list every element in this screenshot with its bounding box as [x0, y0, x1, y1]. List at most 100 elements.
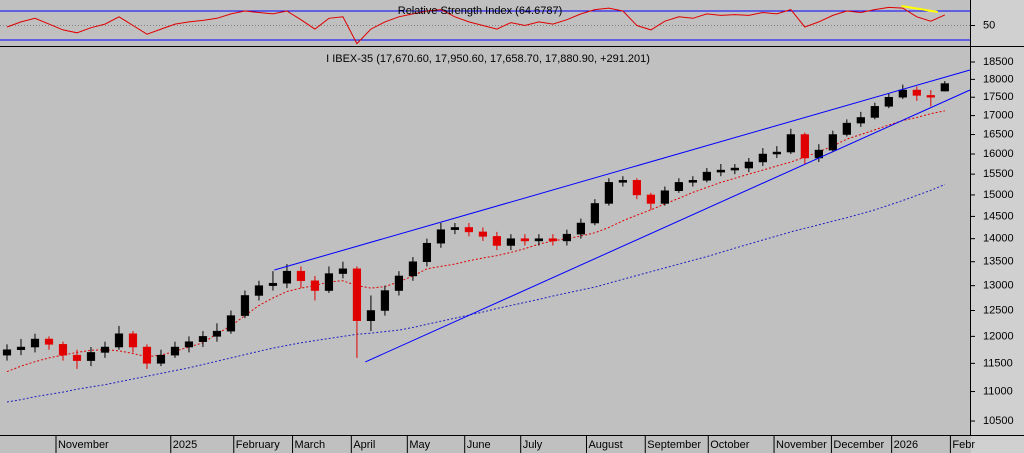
- candle-body: [142, 346, 152, 364]
- candle-body: [856, 117, 865, 124]
- candle-body: [716, 169, 725, 173]
- candle-body: [478, 231, 487, 237]
- x-tick-label: April: [353, 439, 375, 451]
- candle-body: [464, 227, 474, 233]
- x-tick-label: March: [295, 439, 326, 451]
- x-tick-label: August: [588, 439, 622, 451]
- rsi-line: [6, 6, 946, 45]
- x-tick-label: February: [236, 439, 281, 451]
- candle-body: [30, 338, 40, 348]
- candle-body: [394, 275, 404, 291]
- candle-body: [156, 354, 166, 364]
- candle-body: [44, 338, 54, 345]
- candle-body: [520, 238, 529, 242]
- candle-body: [492, 236, 501, 246]
- trend-line: [901, 5, 938, 13]
- y-tick-label: 12000: [983, 330, 1014, 342]
- y-tick-label: 16000: [983, 148, 1014, 160]
- y-tick-label: 14000: [983, 233, 1014, 245]
- candle-body: [660, 190, 669, 204]
- y-tick-label: 13500: [983, 256, 1014, 268]
- candle-body: [576, 222, 585, 235]
- candle-body: [226, 315, 236, 332]
- candle-body: [324, 273, 334, 291]
- candle-body: [450, 227, 460, 230]
- candle-body: [58, 344, 68, 356]
- x-tick-label: May: [409, 439, 430, 451]
- candle-body: [772, 151, 781, 155]
- candle-body: [758, 153, 767, 163]
- candle-body: [282, 270, 292, 284]
- candle-body: [212, 330, 222, 337]
- x-tick-label: October: [710, 439, 749, 451]
- candle-body: [86, 352, 96, 361]
- candle-body: [268, 282, 278, 286]
- candle-body: [940, 83, 949, 92]
- x-tick-label: November: [58, 439, 109, 451]
- x-tick-label: 2025: [173, 439, 197, 451]
- x-tick-label: December: [833, 439, 884, 451]
- candle-body: [534, 238, 543, 242]
- candle-body: [2, 349, 12, 356]
- x-tick-label: June: [467, 439, 491, 451]
- candle-body: [786, 134, 795, 153]
- candle-body: [730, 167, 739, 171]
- y-tick-label: 50: [983, 19, 995, 31]
- candle-body: [114, 333, 124, 348]
- y-tick-label: 15000: [983, 189, 1014, 201]
- trend-line: [274, 69, 971, 271]
- candle-body: [926, 95, 935, 98]
- x-tick-label: July: [523, 439, 543, 451]
- rsi-title: Relative Strength Index (64.6787): [398, 5, 563, 17]
- candle-body: [408, 261, 418, 277]
- candle-body: [338, 268, 348, 274]
- candle-body: [170, 346, 180, 356]
- candle-body: [436, 229, 446, 244]
- candle-body: [16, 346, 26, 350]
- y-tick-label: 11000: [983, 385, 1013, 397]
- candle-body: [842, 122, 851, 135]
- y-tick-label: 17000: [983, 110, 1014, 122]
- candle-body: [898, 89, 907, 98]
- candle-body: [352, 268, 362, 321]
- candle-body: [870, 106, 879, 118]
- y-tick-label: 16500: [983, 128, 1014, 140]
- candle-body: [688, 180, 697, 183]
- y-tick-label: 18000: [983, 73, 1014, 85]
- moving-average: [6, 184, 945, 403]
- candle-body: [184, 341, 194, 348]
- candle-body: [254, 285, 264, 296]
- candle-body: [72, 354, 82, 361]
- x-tick-label: November: [776, 439, 827, 451]
- trend-line: [365, 89, 971, 363]
- x-tick-label: Febr: [952, 439, 975, 451]
- y-tick-label: 10500: [983, 415, 1014, 427]
- candle-body: [562, 233, 571, 242]
- candle-body: [310, 280, 320, 291]
- candle-body: [828, 134, 837, 151]
- y-tick-label: 11500: [983, 357, 1013, 369]
- candle-body: [744, 161, 753, 169]
- candle-body: [702, 171, 711, 181]
- candle-body: [506, 238, 515, 246]
- y-tick-label: 14500: [983, 210, 1014, 222]
- candle-body: [240, 295, 250, 316]
- y-tick-label: 15500: [983, 168, 1014, 180]
- candle-body: [884, 96, 893, 107]
- candle-body: [604, 182, 613, 204]
- y-tick-label: 18500: [983, 56, 1014, 68]
- candle-body: [646, 194, 655, 204]
- candle-body: [590, 203, 599, 224]
- candle-body: [100, 346, 110, 353]
- candle-body: [366, 310, 376, 321]
- candle-body: [380, 290, 390, 311]
- y-tick-label: 13000: [983, 280, 1014, 292]
- candle-body: [912, 89, 921, 96]
- candle-body: [198, 336, 208, 342]
- y-tick-label: 17500: [983, 91, 1014, 103]
- candle-body: [800, 134, 809, 159]
- x-tick-label: September: [647, 439, 701, 451]
